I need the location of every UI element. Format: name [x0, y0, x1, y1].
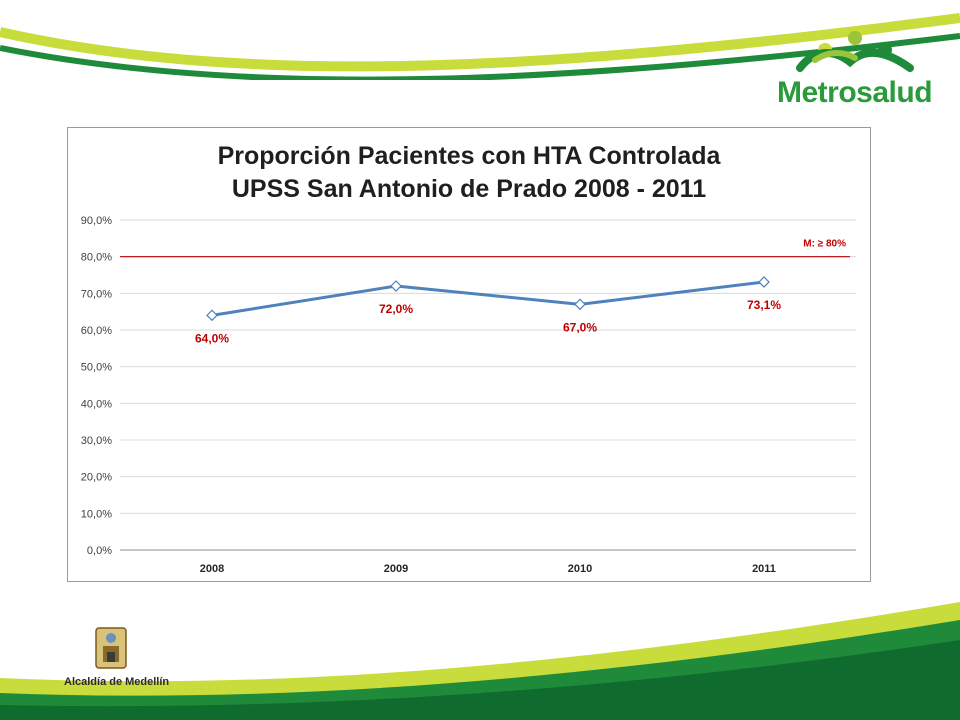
data-point	[758, 276, 770, 288]
series-line	[211, 280, 765, 317]
chart-title: Proporción Pacientes con HTA Controlada	[217, 142, 721, 170]
y-tick-label: 70,0%	[81, 288, 112, 300]
target-line-label: M: ≥ 80%	[803, 239, 846, 250]
metrosalud-people-logo-icon	[796, 31, 914, 72]
brand-name: Metrosalud	[777, 76, 933, 109]
y-tick-label: 90,0%	[81, 215, 112, 227]
y-tick-label: 0,0%	[87, 545, 112, 557]
top-green-swoosh	[0, 0, 960, 80]
chart-frame: Proporción Pacientes con HTA Controlada …	[67, 127, 871, 582]
city-name: Alcaldía de Medellín	[64, 676, 170, 688]
data-point	[574, 298, 586, 311]
coat-of-arms-icon	[95, 627, 127, 669]
y-tick-label: 10,0%	[81, 508, 112, 520]
data-label: 67,0%	[563, 320, 597, 334]
y-tick-label: 80,0%	[81, 252, 112, 264]
data-label: 73,1%	[747, 298, 781, 312]
line-chart: 0,0% 10,0% 20,0% 30,0% 40,0% 50,0% 60,0% 70,0% 8…	[81, 215, 856, 575]
y-tick-label: 30,0%	[81, 435, 112, 447]
x-tick-label: 2011	[752, 563, 776, 575]
data-point	[206, 309, 218, 322]
y-tick-label: 60,0%	[81, 325, 112, 337]
y-tick-label: 20,0%	[81, 472, 112, 484]
x-tick-label: 2008	[200, 563, 224, 575]
y-tick-label: 40,0%	[81, 398, 112, 410]
data-point	[390, 280, 402, 292]
bottom-green-swoosh	[0, 602, 960, 720]
x-tick-label: 2010	[568, 563, 592, 575]
data-label: 64,0%	[195, 331, 229, 345]
x-tick-label: 2009	[384, 563, 408, 575]
chart-subtitle: UPSS San Antonio de Prado 2008 - 2011	[231, 175, 707, 203]
data-label: 72,0%	[379, 302, 413, 316]
y-tick-label: 50,0%	[81, 362, 112, 374]
metrosalud-logo	[770, 20, 940, 115]
